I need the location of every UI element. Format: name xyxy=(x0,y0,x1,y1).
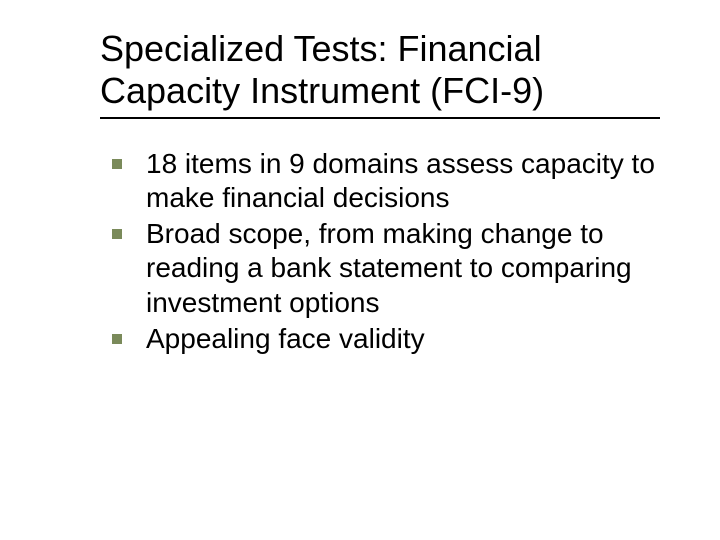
bullet-text: Appealing face validity xyxy=(146,323,425,354)
square-bullet-icon xyxy=(112,334,122,344)
square-bullet-icon xyxy=(112,159,122,169)
bullet-text: Broad scope, from making change to readi… xyxy=(146,218,632,317)
list-item: 18 items in 9 domains assess capacity to… xyxy=(112,147,660,215)
slide-title: Specialized Tests: Financial Capacity In… xyxy=(100,28,660,119)
square-bullet-icon xyxy=(112,229,122,239)
bullet-list: 18 items in 9 domains assess capacity to… xyxy=(100,147,660,356)
bullet-text: 18 items in 9 domains assess capacity to… xyxy=(146,148,655,213)
list-item: Appealing face validity xyxy=(112,322,660,356)
slide: Specialized Tests: Financial Capacity In… xyxy=(0,0,720,540)
list-item: Broad scope, from making change to readi… xyxy=(112,217,660,319)
